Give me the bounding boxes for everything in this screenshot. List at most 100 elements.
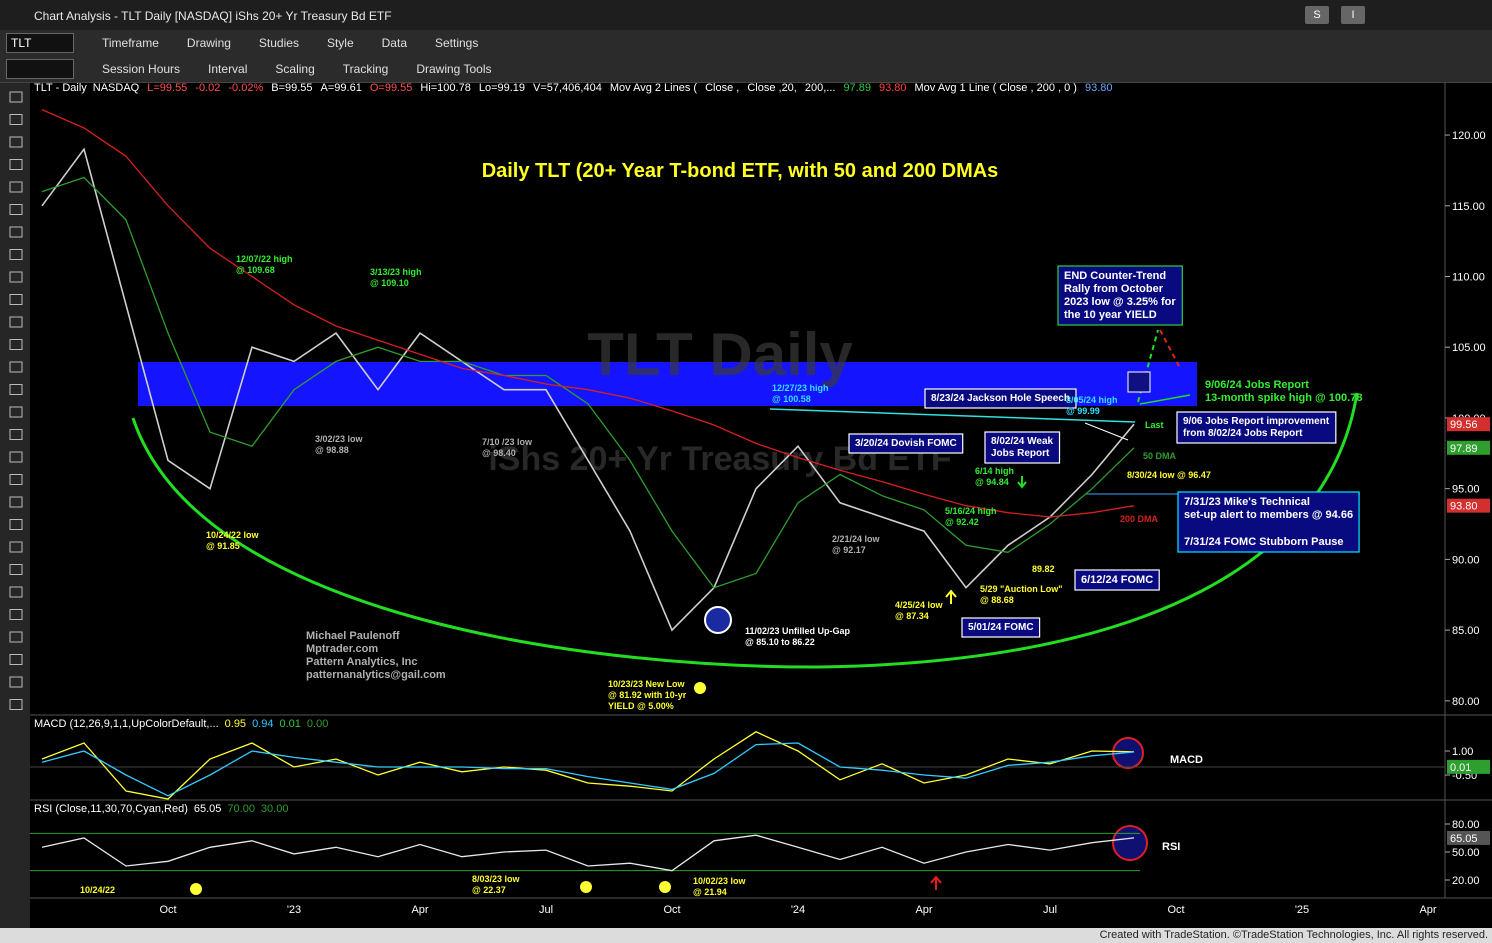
annotation-box-text: 2023 low @ 3.25% for	[1064, 296, 1176, 308]
low-marker	[190, 883, 202, 895]
toolbar: TLT Timeframe Drawing Studies Style Data Setti…	[0, 30, 1492, 56]
low-marker	[580, 881, 592, 893]
gap-circle	[704, 606, 732, 634]
annotation-box	[924, 388, 1077, 409]
x-tick-label: Apr	[1419, 904, 1436, 916]
annotation: 5/16/24 high	[945, 506, 997, 516]
arrow	[945, 589, 957, 604]
toolbar-button[interactable]: Drawing	[186, 36, 231, 50]
toolbar-button[interactable]: Tracking	[342, 62, 389, 76]
header-item: Hi=100.78	[420, 82, 470, 94]
symbol-box[interactable]: TLT	[6, 33, 74, 53]
toolbar-button[interactable]: Studies	[258, 36, 299, 50]
trend-line	[1084, 422, 1129, 441]
annotation: @ 91.85	[206, 541, 240, 551]
annotation: 89.82	[1032, 564, 1055, 574]
readout: 65.05	[194, 803, 222, 815]
header-item: Lo=99.19	[479, 82, 525, 94]
annotation-box-text: 8/23/24 Jackson Hole Speech	[931, 393, 1070, 404]
header-item: TLT - Daily	[34, 82, 87, 94]
window-button[interactable]: S	[1305, 6, 1329, 24]
toolbar-button[interactable]: Timeframe	[102, 36, 159, 50]
header-item: -0.02	[195, 82, 220, 94]
y-tick-label: 95.00	[1452, 484, 1480, 496]
y-tick-label: 105.00	[1452, 342, 1486, 354]
watermark: TLT Daily	[587, 321, 853, 388]
annotation: @ 92.42	[945, 517, 979, 527]
target-box	[1127, 371, 1151, 393]
annotation-box-text: Rally from October	[1064, 283, 1164, 295]
annotation: 8/03/23 low	[472, 874, 521, 884]
annotation: @ 88.68	[980, 595, 1014, 605]
series-line	[41, 176, 1135, 589]
tool-icon	[9, 631, 23, 643]
y-tick-label: 120.00	[1452, 130, 1486, 142]
pane-header: MACD (12,26,9,1,1,UpColorDefault,... 0.95…	[34, 718, 328, 730]
annotation: 8/30/24 low @ 96.47	[1127, 470, 1211, 480]
tool-icon	[9, 316, 23, 328]
x-tick-label: Apr	[411, 904, 428, 916]
chart-title: Daily TLT (20+ Year T-bond ETF, with 50 …	[482, 160, 999, 182]
annotation: @ 21.94	[693, 887, 727, 897]
annotation: @ 92.17	[832, 545, 866, 555]
tool-icon	[9, 181, 23, 193]
series-label: 200 DMA	[1120, 514, 1159, 524]
annotation-box	[984, 431, 1061, 464]
annotation-box-text: the 10 year YIELD	[1064, 309, 1157, 321]
toolbar-button[interactable]: Drawing Tools	[416, 62, 492, 76]
header-item: 93.80	[1085, 82, 1113, 94]
x-tick-label: '23	[287, 904, 301, 916]
readout: 0.95	[225, 718, 246, 730]
annotation: @ 98.40	[482, 448, 516, 458]
annotation-box	[1176, 411, 1337, 444]
toolbar-button[interactable]: Session Hours	[102, 62, 181, 76]
window-button[interactable]: I	[1341, 6, 1365, 24]
price-label-box	[1447, 417, 1490, 432]
series-label: 50 DMA	[1143, 451, 1177, 461]
tool-icon	[9, 586, 23, 598]
y-tick-label: 1.00	[1452, 746, 1473, 758]
readout: 0.94	[252, 718, 273, 730]
arrow	[930, 875, 942, 890]
annotation: 7/10 /23 low	[482, 437, 533, 447]
annotation-box-text: 3/20/24 Dovish FOMC	[855, 438, 957, 449]
annotation: 8/05/24 high	[1066, 395, 1118, 405]
annotation-box-text: from 8/02/24 Jobs Report	[1183, 428, 1303, 439]
window-title: Chart Analysis - TLT Daily [NASDAQ] iShs…	[34, 9, 392, 23]
annotation-box	[1074, 569, 1160, 591]
annotation: @ 87.34	[895, 611, 929, 621]
annotation: 10/02/23 low	[693, 876, 747, 886]
tool-icon	[9, 339, 23, 350]
footer: Created with TradeStation. ©TradeStation…	[0, 928, 1492, 943]
pane-header: RSI (Close,11,30,70,Cyan,Red) 65.05 70.00 3…	[34, 803, 288, 815]
toolbar-button[interactable]: Settings	[435, 36, 479, 50]
projection-down	[1159, 329, 1181, 369]
toolbar-button[interactable]: Data	[381, 36, 407, 50]
header-item: Close ,	[705, 82, 739, 94]
annotation-box-text: 8/02/24 Weak	[991, 436, 1054, 447]
pane-label: RSI	[1162, 841, 1180, 853]
annotation: 2/21/24 low	[832, 534, 881, 544]
title-bar: Chart Analysis - TLT Daily [NASDAQ] iShs…	[0, 0, 1492, 30]
header-item: 93.80	[879, 82, 907, 94]
symbol-box[interactable]	[6, 59, 74, 79]
annotation-box-text: 7/31/24 FOMC Stubborn Pause	[1184, 536, 1344, 548]
header-item: -0.02%	[228, 82, 263, 94]
toolbar-button[interactable]: Interval	[208, 62, 248, 76]
annotation-box-text: 9/06 Jobs Report improvement	[1183, 416, 1330, 427]
toolbar-button[interactable]: Scaling	[275, 62, 315, 76]
tool-icon	[9, 564, 23, 575]
annotation: Last	[1145, 420, 1164, 430]
annotation: 10/23/23 New Low	[608, 679, 686, 689]
toolbar-button[interactable]: Style	[326, 36, 354, 50]
annotation: @ 22.37	[472, 885, 506, 895]
price-label-box	[1447, 830, 1490, 845]
annotation-box-text: 5/01/24 FOMC	[968, 622, 1034, 633]
annotation: @ 94.84	[975, 477, 1009, 487]
header-item: 200,...	[805, 82, 836, 94]
header-item: A=99.61	[321, 82, 362, 94]
annotation: 3/13/23 high	[370, 267, 422, 277]
annotation-box	[848, 433, 964, 454]
